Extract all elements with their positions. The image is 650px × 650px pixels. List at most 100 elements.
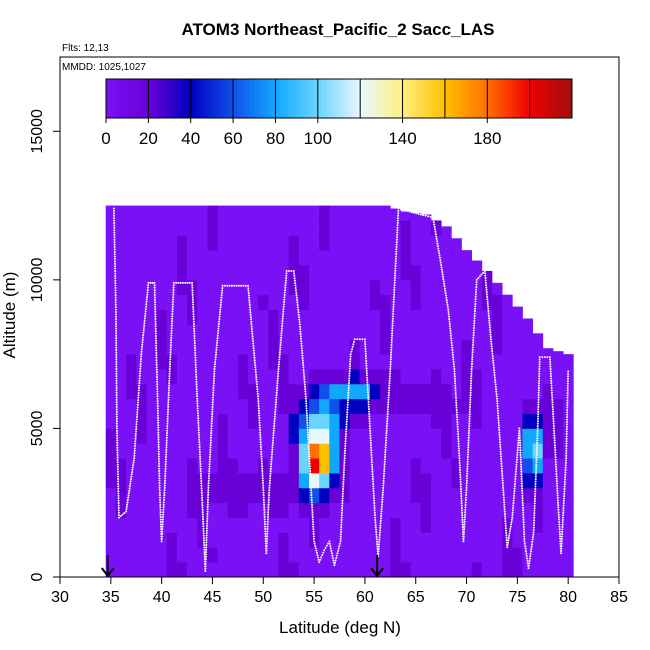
heatmap-cell xyxy=(441,502,452,518)
track-point xyxy=(367,408,370,411)
track-point xyxy=(217,322,220,325)
heatmap-cell xyxy=(522,443,534,459)
heatmap-cell xyxy=(481,413,493,429)
heatmap-cell xyxy=(563,428,574,444)
track-point xyxy=(119,515,122,518)
track-point xyxy=(534,492,537,495)
track-point xyxy=(473,317,476,320)
track-point xyxy=(275,394,278,397)
heatmap-cell xyxy=(288,398,300,414)
track-point xyxy=(444,292,447,295)
track-point xyxy=(301,359,304,362)
heatmap-cell xyxy=(309,502,320,518)
track-point xyxy=(379,526,382,529)
track-point xyxy=(198,446,201,449)
track-point xyxy=(487,307,490,310)
track-point xyxy=(534,480,537,483)
heatmap-cell xyxy=(349,235,361,251)
track-point xyxy=(561,533,564,536)
track-point xyxy=(132,459,135,462)
track-point xyxy=(254,371,257,374)
track-point xyxy=(115,425,118,428)
heatmap-cell xyxy=(420,443,432,459)
track-point xyxy=(158,491,161,494)
track-point xyxy=(198,448,201,451)
heatmap-cell xyxy=(522,318,534,325)
track-point xyxy=(301,356,304,359)
track-point xyxy=(532,526,535,529)
track-point xyxy=(113,241,116,244)
colorbar-tick-label: 80 xyxy=(266,129,285,148)
heatmap-cell xyxy=(278,487,290,504)
track-point xyxy=(468,420,471,423)
track-point xyxy=(162,513,165,516)
track-point xyxy=(270,458,273,461)
track-point xyxy=(195,390,198,393)
track-point xyxy=(513,485,516,488)
heatmap-cell xyxy=(441,532,452,548)
track-point xyxy=(343,457,346,460)
heatmap-cell xyxy=(563,473,574,489)
heatmap-cell xyxy=(197,473,208,489)
track-point xyxy=(382,486,385,489)
track-point xyxy=(248,304,251,307)
track-point xyxy=(340,528,343,531)
track-point xyxy=(161,530,164,533)
heatmap-cell xyxy=(563,458,574,474)
track-point xyxy=(371,463,374,466)
track-point xyxy=(153,296,156,299)
heatmap-cell xyxy=(339,428,351,444)
track-point xyxy=(208,460,211,463)
track-point xyxy=(390,339,393,342)
colorbar-swatch xyxy=(385,79,391,118)
heatmap-cell xyxy=(187,383,198,400)
heatmap-cell xyxy=(329,487,340,504)
track-point xyxy=(276,384,279,387)
heatmap-cell xyxy=(166,235,178,251)
track-point xyxy=(460,497,463,500)
heatmap-cell xyxy=(115,413,127,429)
track-point xyxy=(520,480,523,483)
track-point xyxy=(372,490,375,493)
track-point xyxy=(453,368,456,370)
track-point xyxy=(116,441,119,444)
heatmap-cell xyxy=(237,369,249,385)
heatmap-cell xyxy=(237,443,249,459)
heatmap-cell xyxy=(420,473,432,489)
heatmap-cell xyxy=(329,324,340,340)
x-tick-label: 35 xyxy=(102,589,120,606)
track-point xyxy=(486,305,489,308)
track-point xyxy=(202,527,205,530)
track-point xyxy=(391,332,394,335)
track-point xyxy=(557,513,560,516)
heatmap-cell xyxy=(481,383,493,400)
heatmap-cell xyxy=(227,309,239,325)
track-point xyxy=(377,548,380,551)
colorbar-swatch xyxy=(237,79,243,118)
heatmap-cell xyxy=(288,309,300,325)
track-point xyxy=(117,492,120,495)
heatmap-cell xyxy=(481,458,493,474)
heatmap-cell xyxy=(349,279,361,296)
track-point xyxy=(115,389,118,392)
track-point xyxy=(117,482,120,485)
heatmap-cell xyxy=(126,547,137,563)
track-point xyxy=(254,364,257,367)
heatmap-cell xyxy=(430,532,442,548)
heatmap-cell xyxy=(430,413,442,429)
heatmap-cell xyxy=(298,250,310,266)
heatmap-cell xyxy=(166,265,178,281)
track-point xyxy=(247,294,250,297)
track-point xyxy=(138,379,141,382)
heatmap-cell xyxy=(339,324,351,340)
track-point xyxy=(203,544,206,547)
heatmap-cell xyxy=(359,562,371,578)
heatmap-cell xyxy=(176,428,188,444)
track-point xyxy=(519,456,522,459)
heatmap-cell xyxy=(329,473,340,489)
track-point xyxy=(117,516,120,519)
track-point xyxy=(136,408,139,411)
track-point xyxy=(531,538,534,541)
colorbar-swatch xyxy=(394,79,399,118)
